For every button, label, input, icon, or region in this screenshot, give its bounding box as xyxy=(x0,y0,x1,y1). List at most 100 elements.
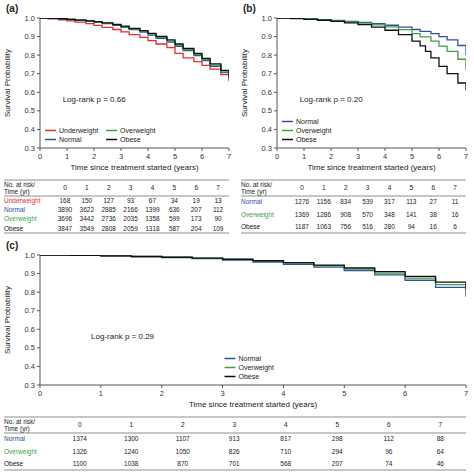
x-tick-label: 1 xyxy=(65,152,69,161)
y-tick xyxy=(274,129,277,130)
x-tick xyxy=(439,148,440,151)
legend-label: Normal xyxy=(296,118,319,125)
panel-title: (a) xyxy=(6,3,18,14)
x-axis-line xyxy=(40,385,466,386)
table-row-label: Normal xyxy=(241,198,263,205)
y-tick xyxy=(37,310,40,311)
table-column-header: 1 xyxy=(129,421,133,428)
table-cell: 3847 xyxy=(58,225,73,232)
y-tick-label: 0.3 xyxy=(25,381,35,390)
annotation: Log-rank p = 0.29 xyxy=(91,332,154,341)
table-cell: 3549 xyxy=(80,225,95,232)
legend-label: Obese xyxy=(120,136,141,143)
table-cell: 1240 xyxy=(124,448,139,455)
table-cell: 1300 xyxy=(124,435,139,442)
table-column-header: 7 xyxy=(216,184,220,191)
table-cell: 3890 xyxy=(58,206,73,213)
y-tick xyxy=(37,255,40,256)
survival-curve xyxy=(40,18,229,79)
y-tick-label: 0.9 xyxy=(25,269,35,278)
x-axis-line xyxy=(40,148,229,149)
y-tick xyxy=(37,92,40,93)
table-cell: 908 xyxy=(340,211,351,218)
survival-curve xyxy=(40,255,466,289)
y-axis-line xyxy=(40,255,41,385)
y-tick xyxy=(274,92,277,93)
table-cell: 817 xyxy=(280,435,291,442)
table-cell: 6 xyxy=(453,223,457,230)
table-cell: 3696 xyxy=(58,215,73,222)
legend-swatch xyxy=(45,139,56,141)
table-column-header: 0 xyxy=(78,421,82,428)
legend-label: Obese xyxy=(296,136,317,143)
series-group xyxy=(277,18,466,90)
survival-curve xyxy=(40,255,466,297)
y-tick xyxy=(37,18,40,19)
table-cell: 1374 xyxy=(73,435,88,442)
risk-table: No. at risk/Time (yr)01234567Normal13741… xyxy=(4,417,466,470)
legend-label: Overweight xyxy=(296,127,331,135)
x-tick xyxy=(283,385,284,388)
table-cell: 1286 xyxy=(317,211,332,218)
table-column-header: 5 xyxy=(335,421,339,428)
table-column-header: 1 xyxy=(322,184,326,191)
table-cell: 112 xyxy=(213,206,224,213)
x-tick xyxy=(358,148,359,151)
y-tick xyxy=(37,55,40,56)
table-cell: 34 xyxy=(171,197,179,204)
legend-swatch xyxy=(45,130,56,132)
legend-label: Overweight xyxy=(120,127,155,135)
legend-swatch xyxy=(225,367,236,369)
survival-curve xyxy=(40,18,229,79)
x-tick xyxy=(344,385,345,388)
series-group xyxy=(40,255,466,297)
table-cell: 636 xyxy=(169,206,180,213)
table-cell: 46 xyxy=(437,460,445,467)
table-cell: 11 xyxy=(452,198,459,205)
table-header-line: Time (yr) xyxy=(241,188,267,196)
table-header: No. at risk/Time (yr) xyxy=(241,181,272,196)
table-column-header: 2 xyxy=(344,184,348,191)
table-column-header: 6 xyxy=(431,184,435,191)
table-rule xyxy=(4,233,229,234)
table-cell: 16 xyxy=(430,223,438,230)
table-cell: 1399 xyxy=(145,206,160,213)
x-tick xyxy=(175,148,176,151)
table-row-label: Underweight xyxy=(4,197,41,205)
table-cell: 19 xyxy=(193,197,201,204)
table-cell: 3442 xyxy=(80,215,95,222)
y-axis-line xyxy=(277,18,278,148)
x-axis-label: Time since treatment started (years) xyxy=(307,163,436,172)
table-row-label: Obese xyxy=(4,225,24,232)
legend-swatch xyxy=(225,358,236,360)
table-header-line: No. at risk/ xyxy=(4,181,35,188)
table-header-line: No. at risk/ xyxy=(4,418,35,425)
x-tick-label: 6 xyxy=(437,152,441,161)
table-row-label: Obese xyxy=(241,223,261,230)
x-tick-label: 1 xyxy=(99,389,103,398)
table-cell: 870 xyxy=(177,460,188,467)
x-axis-label: Time since treatment started (years) xyxy=(189,400,318,409)
legend-label: Obese xyxy=(239,373,260,380)
table-row-label: Normal xyxy=(4,435,26,442)
y-tick xyxy=(37,366,40,367)
table-header-line: Time (yr) xyxy=(4,188,30,196)
table-cell: 1326 xyxy=(73,448,88,455)
table-cell: 1038 xyxy=(124,460,139,467)
y-tick xyxy=(37,273,40,274)
table-cell: 1276 xyxy=(295,198,310,205)
x-tick xyxy=(331,148,332,151)
survival-curve xyxy=(40,18,229,81)
table-cell: 64 xyxy=(437,448,445,455)
table-cell: 2035 xyxy=(123,215,138,222)
legend-swatch xyxy=(282,139,293,141)
survival-curve xyxy=(277,18,466,90)
y-tick-label: 0.8 xyxy=(262,51,272,60)
table-column-header: 2 xyxy=(107,184,111,191)
legend-swatch xyxy=(225,376,236,378)
panel-title: (c) xyxy=(6,240,18,251)
table-cell: 710 xyxy=(280,448,291,455)
annotation: Log-rank p = 0.20 xyxy=(300,95,363,104)
table-cell: 516 xyxy=(362,223,373,230)
table-cell: 141 xyxy=(406,211,417,218)
